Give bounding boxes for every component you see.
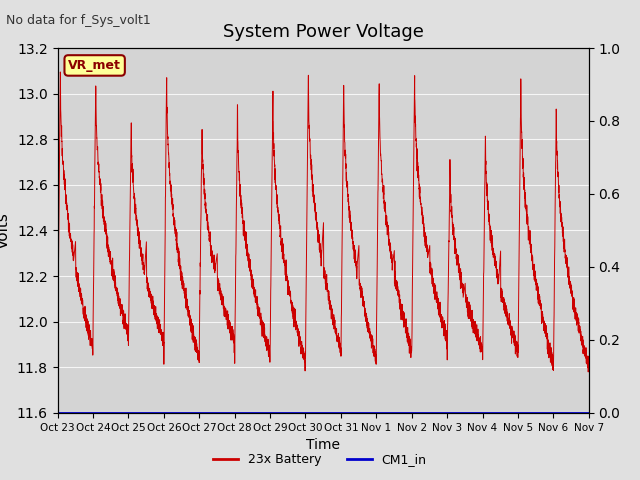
Text: VR_met: VR_met xyxy=(68,59,121,72)
X-axis label: Time: Time xyxy=(306,438,340,452)
Legend: 23x Battery, CM1_in: 23x Battery, CM1_in xyxy=(208,448,432,471)
Y-axis label: Volts: Volts xyxy=(0,212,12,249)
Title: System Power Voltage: System Power Voltage xyxy=(223,23,424,41)
Text: No data for f_Sys_volt1: No data for f_Sys_volt1 xyxy=(6,14,151,27)
